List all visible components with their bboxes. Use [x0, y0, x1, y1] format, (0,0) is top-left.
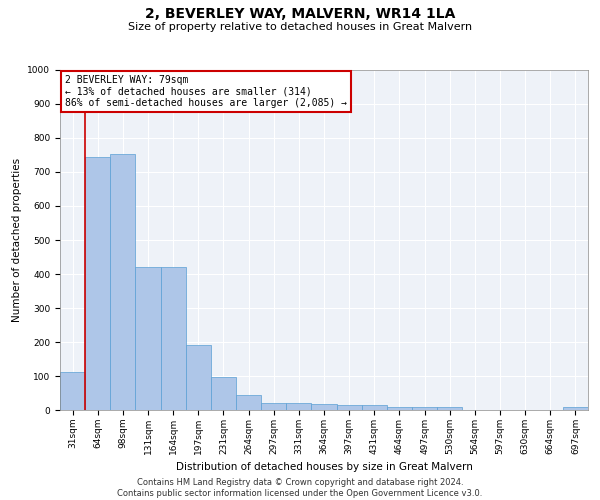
Bar	[437, 408, 462, 410]
X-axis label: Distribution of detached houses by size in Great Malvern: Distribution of detached houses by size …	[176, 462, 472, 472]
Text: Size of property relative to detached houses in Great Malvern: Size of property relative to detached ho…	[128, 22, 472, 32]
Bar	[362, 405, 387, 410]
Bar	[286, 402, 311, 410]
Y-axis label: Number of detached properties: Number of detached properties	[12, 158, 22, 322]
Bar	[161, 267, 186, 410]
Bar	[261, 402, 286, 410]
Text: 2, BEVERLEY WAY, MALVERN, WR14 1LA: 2, BEVERLEY WAY, MALVERN, WR14 1LA	[145, 8, 455, 22]
Bar	[236, 395, 261, 410]
Bar	[110, 154, 136, 410]
Text: 2 BEVERLEY WAY: 79sqm
← 13% of detached houses are smaller (314)
86% of semi-det: 2 BEVERLEY WAY: 79sqm ← 13% of detached …	[65, 75, 347, 108]
Bar	[412, 408, 437, 410]
Bar	[337, 405, 362, 410]
Bar	[60, 372, 85, 410]
Bar	[387, 408, 412, 410]
Bar	[85, 156, 110, 410]
Bar	[563, 406, 588, 410]
Text: Contains HM Land Registry data © Crown copyright and database right 2024.
Contai: Contains HM Land Registry data © Crown c…	[118, 478, 482, 498]
Bar	[311, 404, 337, 410]
Bar	[136, 267, 161, 410]
Bar	[186, 346, 211, 410]
Bar	[211, 377, 236, 410]
